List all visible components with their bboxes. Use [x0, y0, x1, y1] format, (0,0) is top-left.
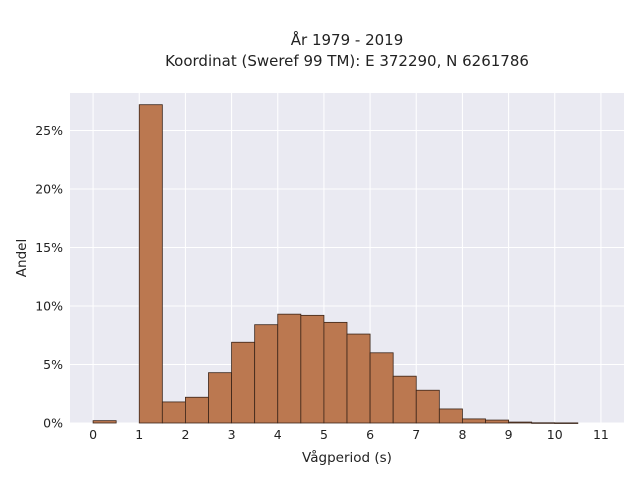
histogram-bar	[138, 104, 163, 424]
y-tick-label: 20%	[35, 181, 63, 196]
histogram-bar	[231, 341, 256, 424]
x-axis-ticks: 0 1 2 3 4 5 6 7 8 9 10 11	[89, 427, 609, 442]
x-tick-label: 7	[412, 427, 420, 442]
histogram-bar	[485, 419, 509, 424]
histogram-bar	[508, 421, 533, 424]
y-tick-label: 0%	[43, 416, 63, 431]
y-tick-label: 5%	[43, 357, 63, 372]
x-axis-label: Vågperiod (s)	[302, 449, 392, 466]
y-axis-ticks: 0% 5% 10% 15% 20% 25%	[35, 123, 63, 431]
x-tick-label: 6	[366, 427, 374, 442]
x-tick-label: 4	[274, 427, 282, 442]
x-tick-label: 10	[547, 427, 563, 442]
histogram-bar	[392, 375, 417, 424]
bars	[92, 104, 579, 424]
histogram-bar	[92, 420, 117, 424]
histogram-bar	[208, 372, 232, 424]
x-tick-label: 0	[89, 427, 97, 442]
x-tick-label: 8	[458, 427, 466, 442]
x-tick-label: 1	[135, 427, 143, 442]
histogram-bar	[323, 321, 348, 424]
x-tick-label: 11	[593, 427, 609, 442]
histogram-bar	[254, 324, 279, 424]
chart-title-line1: År 1979 - 2019	[291, 30, 404, 49]
histogram-bar	[346, 333, 371, 424]
y-tick-label: 10%	[35, 298, 63, 313]
histogram-bar	[462, 418, 486, 424]
histogram-bar	[438, 408, 463, 424]
histogram-bar	[185, 396, 209, 424]
x-tick-label: 3	[228, 427, 236, 442]
histogram-bar	[415, 389, 440, 424]
histogram-bar	[161, 401, 186, 424]
x-tick-label: 2	[181, 427, 189, 442]
x-tick-label: 9	[505, 427, 513, 442]
histogram-bar	[300, 314, 325, 424]
histogram-bar	[531, 422, 556, 424]
y-tick-label: 25%	[35, 123, 63, 138]
y-axis-label: Andel	[14, 239, 30, 277]
histogram-bar	[554, 422, 579, 424]
histogram-bar	[369, 352, 394, 424]
x-tick-label: 5	[320, 427, 328, 442]
chart-title-line2: Koordinat (Sweref 99 TM): E 372290, N 62…	[165, 52, 529, 70]
histogram-bar	[277, 313, 302, 424]
y-tick-label: 15%	[35, 240, 63, 255]
